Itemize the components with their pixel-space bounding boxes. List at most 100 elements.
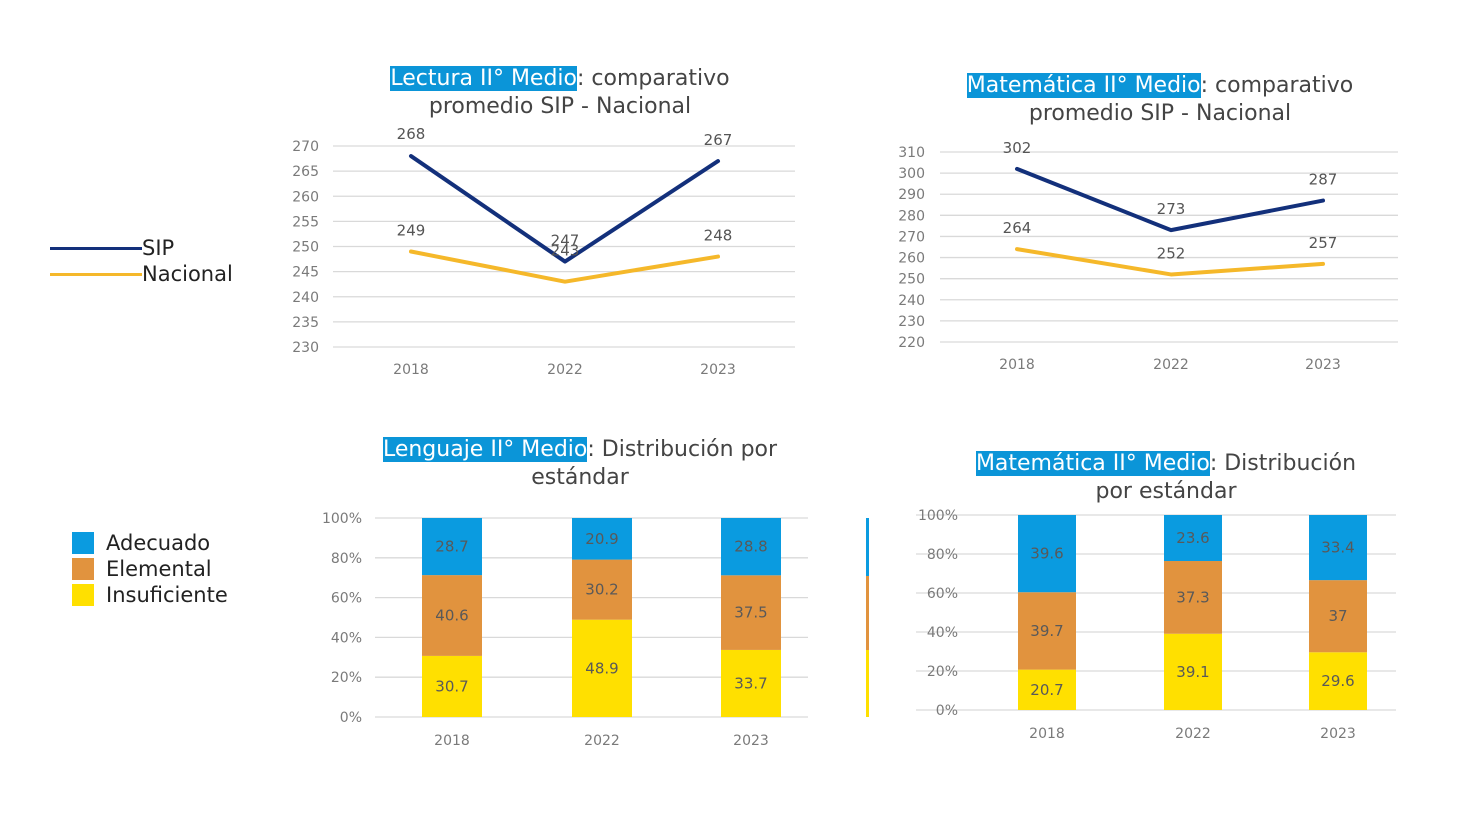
x-tick-label: 2018: [999, 357, 1035, 373]
clipped-bar-strip-elemental: [866, 576, 869, 650]
y-tick-label: 265: [292, 164, 319, 180]
bar-segment-adecuado: [1164, 515, 1222, 562]
title-text-line2: por estándar: [1095, 479, 1237, 504]
y-tick-label: 290: [898, 187, 925, 203]
legend-item-insuficiente: Insuficiente: [72, 582, 228, 608]
title-highlight: Lenguaje II° Medio: [382, 437, 588, 462]
series-line-nacional: [1015, 247, 1325, 277]
title-text-line2: promedio SIP - Nacional: [428, 94, 692, 119]
y-tick-label: 0%: [936, 703, 958, 719]
data-label: 33.4: [1321, 539, 1354, 557]
y-tick-label: 255: [292, 214, 319, 230]
bar-legend: Adecuado Elemental Insuficiente: [72, 530, 228, 608]
y-tick-label: 240: [292, 290, 319, 306]
data-label: 268: [397, 125, 426, 143]
bar-segment-adecuado: [1018, 515, 1076, 593]
data-label: 28.7: [435, 538, 468, 556]
data-label: 48.9: [585, 659, 618, 677]
data-label: 248: [704, 227, 733, 245]
x-tick-label: 2018: [1029, 726, 1065, 742]
y-tick-label: 245: [292, 265, 319, 281]
y-tick-label: 60%: [927, 586, 958, 602]
bar-segment-adecuado: [721, 518, 781, 576]
data-label: 37.5: [734, 604, 767, 622]
x-tick-label: 2022: [547, 362, 583, 378]
x-tick-label: 2022: [1175, 726, 1211, 742]
y-tick-label: 250: [898, 272, 925, 288]
y-tick-label: 80%: [927, 547, 958, 563]
legend-swatch-elemental: [72, 558, 94, 580]
title-text: : Distribución: [1209, 451, 1357, 476]
chart-title-matematica-line: Matemática II° Medio: comparativo promed…: [930, 72, 1390, 128]
y-tick-label: 40%: [927, 625, 958, 641]
legend-line-nacional: [50, 272, 142, 276]
bar-segment-insuficiente: [721, 649, 781, 717]
x-tick-label: 2023: [1320, 726, 1356, 742]
y-tick-label: 250: [292, 240, 319, 256]
data-label: 20.7: [1030, 681, 1063, 699]
data-label: 37.3: [1176, 588, 1209, 606]
x-tick-label: 2023: [700, 362, 736, 378]
data-label: 30.2: [585, 581, 618, 599]
y-tick-label: 235: [292, 315, 319, 331]
chart-title-lenguaje: Lenguaje II° Medio: Distribución por est…: [350, 436, 810, 492]
chart-title-lectura: Lectura II° Medio: comparativo promedio …: [330, 65, 790, 121]
data-label: 39.1: [1176, 663, 1209, 681]
data-label: 247: [551, 232, 580, 250]
y-tick-label: 270: [898, 229, 925, 245]
clipped-bar-strip-insuficiente: [866, 650, 869, 717]
series-line-nacional: [409, 249, 720, 284]
data-label: 29.6: [1321, 672, 1354, 690]
bar-segment-elemental: [1309, 580, 1367, 653]
y-tick-label: 100%: [918, 508, 958, 524]
title-text: : comparativo: [1200, 73, 1354, 98]
y-tick-label: 20%: [331, 670, 362, 686]
x-tick-label: 2018: [393, 362, 429, 378]
data-label: 37: [1328, 607, 1347, 625]
title-text-line2: promedio SIP - Nacional: [1028, 101, 1292, 126]
y-tick-label: 40%: [331, 630, 362, 646]
legend-swatch-adecuado: [72, 532, 94, 554]
data-label: 40.6: [435, 607, 468, 625]
series-line-sip: [1015, 166, 1325, 233]
bar-segment-elemental: [721, 575, 781, 650]
legend-label-nacional: Nacional: [142, 262, 233, 286]
bar-segment-insuficiente: [572, 619, 632, 717]
y-tick-label: 280: [898, 208, 925, 224]
y-tick-label: 260: [292, 189, 319, 205]
y-tick-label: 20%: [927, 664, 958, 680]
y-tick-label: 270: [292, 139, 319, 155]
x-tick-label: 2022: [1153, 357, 1189, 373]
y-tick-label: 230: [292, 340, 319, 356]
y-tick-label: 0%: [340, 710, 362, 726]
bar-segment-elemental: [1164, 561, 1222, 634]
y-tick-label: 220: [898, 335, 925, 351]
data-label: 267: [704, 131, 733, 149]
x-tick-label: 2018: [434, 733, 470, 749]
legend-label-insuficiente: Insuficiente: [106, 583, 228, 607]
y-tick-label: 100%: [322, 511, 362, 527]
legend-item-nacional: Nacional: [50, 261, 233, 287]
line-legend: SIP Nacional: [50, 235, 233, 287]
bar-segment-insuficiente: [422, 655, 482, 717]
bar-segment-insuficiente: [1018, 669, 1076, 710]
y-tick-label: 80%: [331, 551, 362, 567]
data-label: 252: [1157, 244, 1186, 262]
bar-segment-elemental: [1018, 592, 1076, 670]
y-tick-label: 60%: [331, 591, 362, 607]
bar-segment-insuficiente: [1164, 633, 1222, 710]
data-label: 302: [1003, 139, 1032, 157]
y-tick-label: 260: [898, 251, 925, 267]
bar-segment-adecuado: [422, 518, 482, 576]
legend-line-sip: [50, 246, 142, 250]
data-label: 20.9: [585, 530, 618, 548]
legend-label-adecuado: Adecuado: [106, 531, 211, 555]
y-tick-label: 240: [898, 293, 925, 309]
data-label: 39.7: [1030, 622, 1063, 640]
data-label: 257: [1309, 234, 1338, 252]
chart-title-matematica-bar: Matemática II° Medio: Distribución por e…: [936, 450, 1396, 506]
data-label: 33.7: [734, 674, 767, 692]
bar-segment-insuficiente: [1309, 652, 1367, 710]
legend-item-adecuado: Adecuado: [72, 530, 228, 556]
